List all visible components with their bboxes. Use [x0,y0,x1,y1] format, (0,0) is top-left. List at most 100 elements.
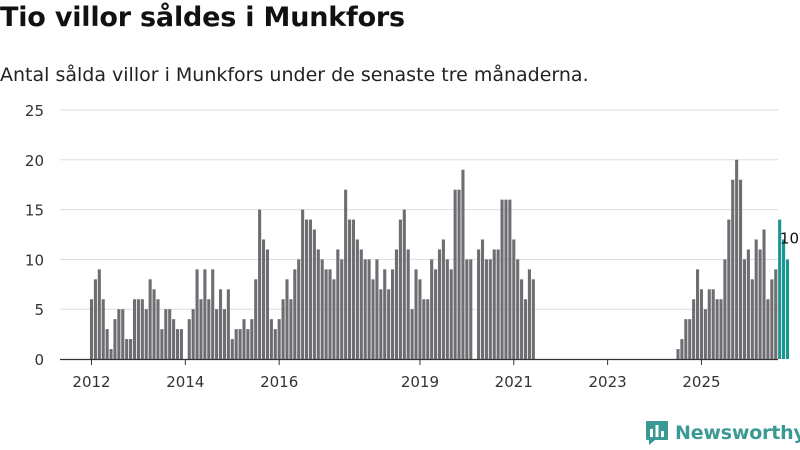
bar [308,219,313,359]
bar [512,239,516,359]
bar [410,309,414,359]
brand[interactable]: Newsworthy [645,419,800,447]
bar [254,279,258,359]
bar [222,309,226,359]
bar [230,339,234,359]
bar [774,269,778,359]
bar [696,269,700,359]
bar [371,279,375,359]
bar [711,289,715,359]
bar [218,289,223,359]
bar [430,259,434,359]
bar [418,279,422,359]
bar [461,169,465,359]
bar [735,159,739,359]
bar [164,309,168,359]
bar [703,309,707,359]
x-tick-label: 2012 [72,373,110,391]
bar [523,299,528,359]
bar [281,299,285,359]
bar [684,319,688,359]
bar [175,329,180,359]
bar [355,239,359,359]
bar [250,319,254,359]
bar [750,279,754,359]
bar [496,249,500,359]
bar [199,299,203,359]
bar [406,249,410,359]
bar [125,339,129,359]
newsworthy-logo-icon [646,421,668,445]
bar [739,179,743,359]
bar [445,259,449,359]
bar [328,269,332,359]
bar [477,249,481,359]
bar [301,209,305,359]
bar [140,299,144,359]
bar [195,269,199,359]
bar [265,249,269,359]
bar [434,269,438,359]
bar [770,279,774,359]
bar [293,269,297,359]
x-tick-label: 2016 [260,373,298,391]
bar [242,319,246,359]
chart-subtitle: Antal sålda villor i Munkfors under de s… [0,64,589,86]
bar [480,239,485,359]
bar [269,319,273,359]
bar [258,209,262,359]
bar [394,249,399,359]
y-tick-label: 0 [34,351,44,369]
y-tick-label: 5 [34,301,44,319]
bar [379,289,383,359]
bar [715,299,719,359]
bar [89,299,94,359]
bar [469,259,473,359]
bar [312,229,316,359]
bar [692,299,696,359]
bar [527,269,531,359]
bar [785,259,790,359]
y-tick-label: 10 [25,251,44,269]
bar [746,249,750,359]
bar [121,309,125,359]
bar [191,309,195,359]
bar [492,249,496,359]
bar [688,319,692,359]
brand-name: Newsworthy [675,422,800,444]
bar [782,239,786,359]
bar [324,269,328,359]
bar [520,279,524,359]
bar [234,329,238,359]
bar [156,299,160,359]
bar [152,289,156,359]
bar [383,269,387,359]
bar [762,229,766,359]
bar [457,189,461,359]
bar [93,279,97,359]
bar [398,219,402,359]
bar [414,269,418,359]
bar [742,259,747,359]
bar [363,259,367,359]
bar [500,199,504,359]
bar [226,289,230,359]
bar [348,219,352,359]
bar [160,329,164,359]
bar [351,219,356,359]
bar [136,299,140,359]
bar [203,269,207,359]
bar [391,269,395,359]
bar [285,279,289,359]
bar [179,329,183,359]
bar [508,199,512,359]
bar [359,249,363,359]
bar [277,319,281,359]
bar [676,349,680,359]
bar [168,309,172,359]
bar [340,259,344,359]
bar [437,249,442,359]
bar [305,219,309,359]
bar [207,299,211,359]
bar [132,299,137,359]
